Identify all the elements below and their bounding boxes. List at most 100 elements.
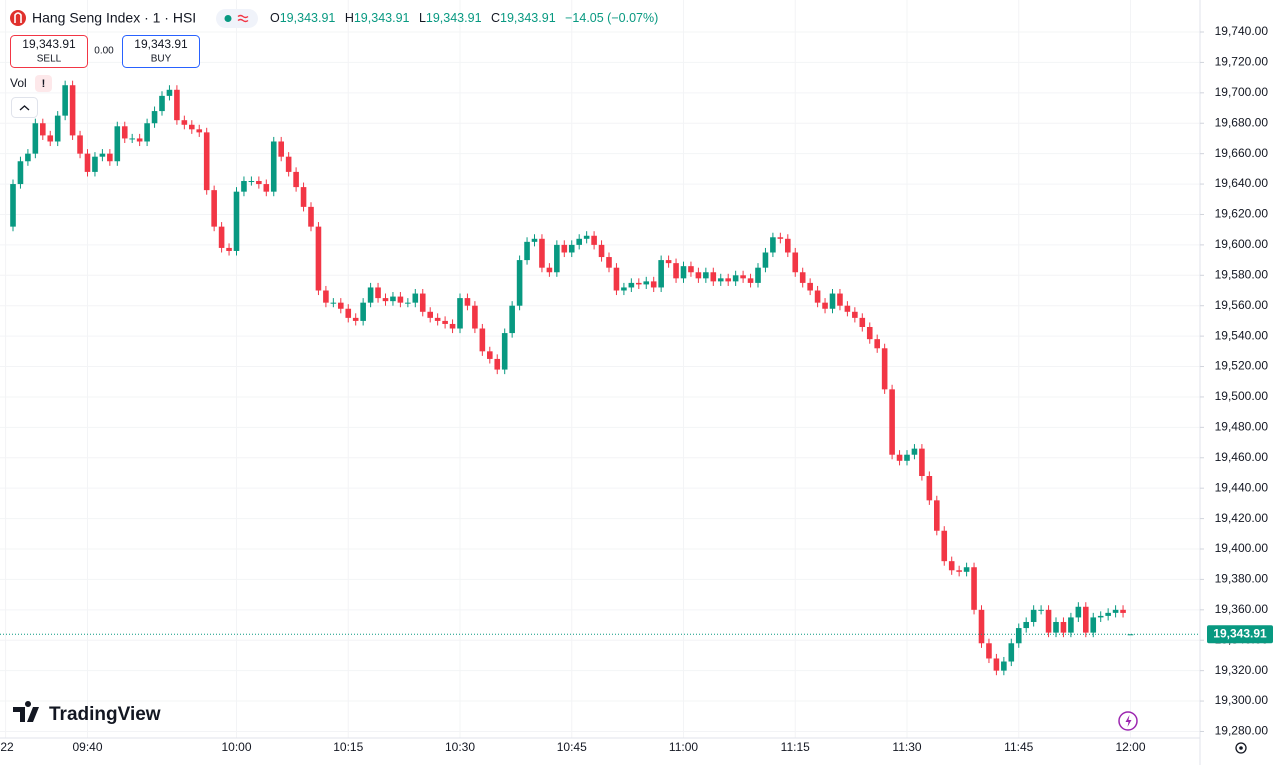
candle-body: [650, 281, 657, 288]
chart-title: Hang Seng Index · 1 · HSI: [32, 10, 196, 26]
candle-body: [859, 317, 866, 327]
volume-warning[interactable]: [35, 75, 52, 92]
candle-body: [382, 298, 389, 302]
x-tick-label: 10:45: [557, 740, 587, 754]
candle-body: [40, 123, 46, 136]
candle-body: [278, 141, 284, 157]
x-tick-label: 11:30: [892, 740, 921, 754]
candle-body: [516, 260, 523, 306]
y-tick-label: 19,600.00: [1215, 237, 1269, 251]
candle-body: [121, 126, 128, 139]
candle-body: [315, 226, 322, 291]
collapse-icon: [19, 105, 30, 111]
candle-body: [986, 643, 992, 659]
candle-body: [99, 153, 106, 157]
candle-body: [107, 153, 113, 162]
candle-body: [69, 85, 76, 136]
x-tick-label: 11:45: [1004, 740, 1033, 754]
candle-body: [129, 138, 135, 140]
candle-body: [554, 244, 560, 273]
candle-body: [561, 244, 568, 253]
volume-label: Vol: [10, 76, 27, 90]
buy-button[interactable]: [122, 35, 200, 68]
candle-body: [740, 275, 746, 279]
candle-body: [114, 126, 121, 162]
sell-button[interactable]: [10, 35, 88, 68]
candle-body: [92, 156, 98, 172]
status-badge[interactable]: [216, 9, 258, 28]
candle-body: [785, 238, 791, 253]
collapse-button[interactable]: [11, 97, 38, 118]
candle-body: [1075, 606, 1082, 618]
candle-body: [256, 181, 262, 185]
candle-body: [1045, 609, 1052, 633]
candle-body: [419, 293, 426, 312]
candle-body: [174, 89, 180, 121]
candle-body: [971, 567, 977, 610]
candle-body: [1030, 609, 1037, 622]
candle-body: [941, 530, 948, 562]
settings-button[interactable]: [1235, 742, 1247, 754]
candle-body: [300, 187, 307, 207]
candle-body: [717, 278, 724, 282]
candle-body: [233, 191, 240, 251]
candle-body: [136, 138, 143, 142]
candle-body: [934, 500, 940, 531]
candle-body: [896, 454, 903, 461]
symbol-icon-glyph: [14, 12, 22, 23]
candle-body: [881, 348, 888, 390]
y-tick-label: 19,520.00: [1215, 359, 1269, 373]
candle-body: [762, 252, 769, 268]
last-price-label: 19,343.91: [1213, 626, 1267, 640]
candle-body: [367, 287, 374, 303]
candle-body: [539, 238, 545, 268]
candle-body: [54, 115, 61, 142]
x-tick-label: 11:15: [781, 740, 810, 754]
candle-body: [509, 305, 515, 334]
spread: 0.00: [94, 46, 114, 57]
candle-body: [159, 95, 165, 112]
y-tick-label: 19,560.00: [1215, 298, 1269, 312]
candle-body: [814, 290, 821, 303]
sell-label: SELL: [37, 54, 62, 65]
candle-body: [151, 111, 158, 124]
candle-body: [1105, 612, 1111, 616]
candle-body: [926, 476, 933, 501]
y-tick-label: 19,640.00: [1215, 176, 1269, 190]
legend-label: L: [419, 11, 426, 25]
candle-body: [338, 302, 344, 309]
candle-body: [397, 296, 404, 303]
candle-body: [1053, 621, 1059, 633]
candle-body: [144, 123, 150, 142]
candle-body: [1060, 621, 1067, 633]
candle-body: [732, 275, 739, 282]
candle-body: [725, 278, 731, 282]
candles: [0, 80, 1200, 676]
buy-price: 19,343.91: [134, 37, 188, 51]
candle-body: [919, 448, 925, 477]
candle-body: [822, 302, 828, 309]
y-tick-label: 19,700.00: [1215, 85, 1269, 99]
candle-body: [330, 302, 337, 304]
y-tick-label: 19,380.00: [1215, 572, 1269, 586]
candle-body: [285, 156, 292, 172]
candle-body: [710, 272, 717, 282]
candle-body: [874, 339, 880, 349]
candle-body: [449, 323, 456, 329]
candle-body: [211, 190, 217, 227]
candle-body: [189, 124, 195, 130]
candle-body: [427, 311, 433, 318]
candle-body: [1001, 661, 1007, 671]
candle-body: [598, 244, 605, 258]
candle-body: [390, 296, 396, 302]
y-tick-label: 19,680.00: [1215, 115, 1269, 129]
candle-body: [352, 317, 359, 321]
x-tick-label: 10:30: [445, 740, 475, 754]
y-tick-label: 19,740.00: [1215, 24, 1269, 38]
candle-body: [993, 658, 1000, 671]
legend-value: 19,343.91: [280, 11, 336, 25]
candle-body: [345, 308, 352, 318]
y-tick-label: 19,280.00: [1215, 724, 1269, 738]
legend-value: 19,343.91: [426, 11, 482, 25]
